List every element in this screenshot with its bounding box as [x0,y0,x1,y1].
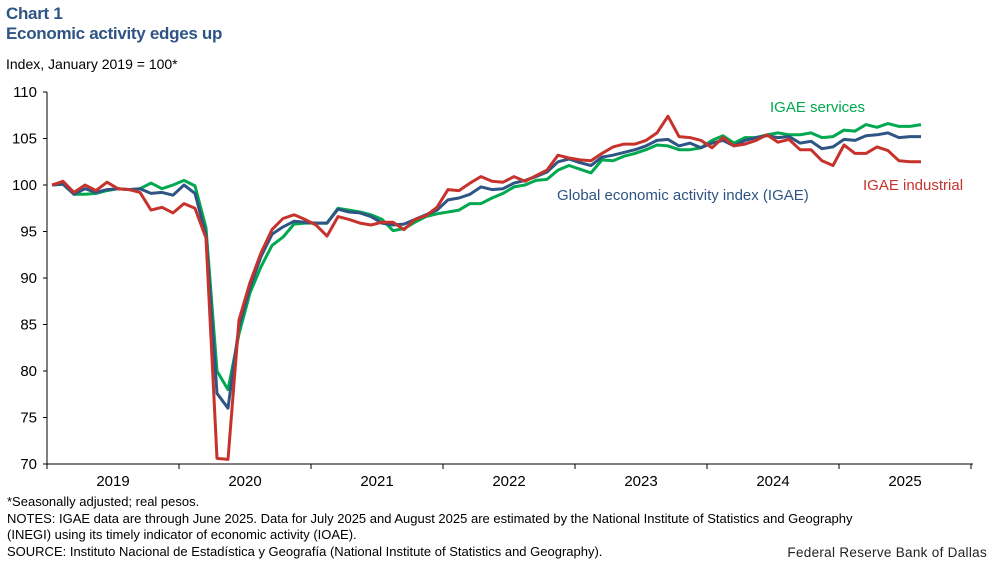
series-industrial-line [51,114,921,461]
y-tick-label: 100 [12,177,37,194]
series-services-line [51,122,922,392]
y-tick-label: 70 [20,456,37,473]
x-tick-label: 2023 [624,473,657,490]
chart-number: Chart 1 [6,4,63,23]
series-igae-line [51,131,921,410]
x-tick-label: 2025 [888,473,921,490]
y-tick-label: 85 [20,317,37,334]
y-tick-label: 80 [20,363,37,380]
x-tick-label: 2024 [756,473,789,490]
x-tick-label: 2019 [96,473,129,490]
x-tick-label: 2020 [228,473,261,490]
x-tick-label: 2022 [492,473,525,490]
y-tick-label: 110 [13,84,37,101]
footnote-notes: NOTES: IGAE data are through June 2025. … [7,511,853,526]
footnote-seasonal: *Seasonally adjusted; real pesos. [7,494,200,509]
series-services-label: IGAE services [770,99,865,116]
y-tick-label: 95 [20,224,37,241]
y-tick-label: 75 [20,410,37,427]
credit-line: Federal Reserve Bank of Dallas [787,545,987,560]
y-tick-label: 105 [12,131,37,148]
chart-title: Economic activity edges up [6,24,223,43]
y-tick-label: 90 [20,270,37,287]
x-tick-label: 2021 [360,473,393,490]
footnote-notes-cont: (INEGI) using its timely indicator of ec… [7,527,357,542]
y-axis-unit-label: Index, January 2019 = 100* [6,56,178,72]
series-igae-label: Global economic activity index (IGAE) [557,187,809,204]
series-industrial-label: IGAE industrial [863,177,963,194]
footnote-source: SOURCE: Instituto Nacional de Estadístic… [7,544,603,559]
